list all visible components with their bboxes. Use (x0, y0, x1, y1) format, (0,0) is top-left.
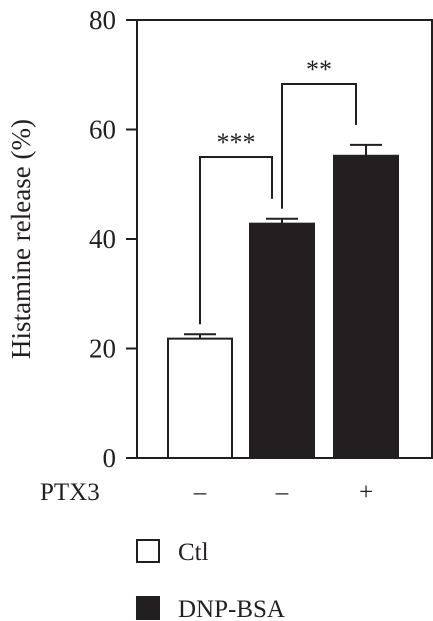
legend-label: Ctl (178, 539, 209, 566)
significance-bracket (281, 83, 357, 209)
y-tick-label: 0 (103, 443, 117, 473)
significance-label: ** (306, 55, 332, 84)
ptx3-value: – (275, 479, 289, 506)
ptx3-values: – – + (193, 479, 373, 506)
legend-swatch (136, 596, 160, 620)
legend-label: DNP-BSA (178, 596, 285, 621)
error-bars (184, 143, 382, 339)
bar (333, 154, 399, 459)
ptx3-value: + (359, 479, 373, 506)
bars (167, 154, 399, 459)
legend: Ctl DNP-BSA (136, 539, 285, 621)
y-tick-label: 60 (89, 115, 116, 145)
legend-swatch (136, 539, 160, 563)
y-axis-title: Histamine release (%) (6, 119, 36, 359)
significance-bracket (199, 156, 273, 325)
significance-brackets: ***** (199, 55, 357, 325)
bar (249, 222, 315, 459)
y-tick-label: 20 (89, 334, 116, 364)
bar (167, 337, 233, 459)
ptx3-value: – (193, 479, 207, 506)
y-tick-label: 80 (89, 5, 116, 35)
y-tick-label: 40 (89, 224, 116, 254)
ptx3-row-label: PTX3 (40, 479, 100, 506)
significance-label: *** (217, 128, 256, 157)
y-axis-ticks: 0 20 40 60 80 (89, 5, 137, 473)
